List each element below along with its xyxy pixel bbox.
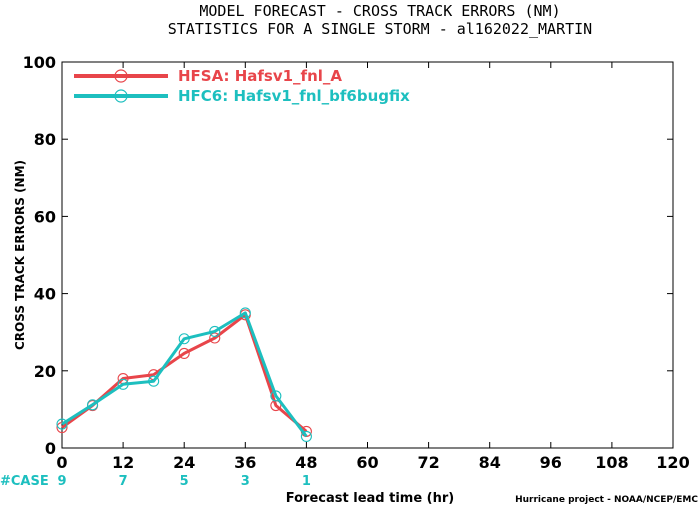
x-tick-label: 48	[295, 453, 317, 472]
case-count: 1	[302, 474, 311, 489]
x-tick-label: 120	[656, 453, 689, 472]
case-count: 7	[119, 474, 128, 489]
case-count: 3	[241, 474, 250, 489]
x-tick-label: 0	[56, 453, 67, 472]
data-point-hfc6	[270, 390, 282, 402]
data-point-hfc6	[209, 325, 221, 337]
series-layer	[56, 307, 312, 442]
case-label: #CASE	[0, 474, 49, 489]
series-line-hfc6	[61, 311, 308, 438]
y-tick-label: 0	[45, 439, 56, 458]
y-axis-label: CROSS TRACK ERRORS (NM)	[13, 160, 27, 350]
y-axis-ticks: 0 20 40 60 80 100	[23, 53, 673, 458]
data-point-hfc6	[56, 418, 68, 430]
case-count: 5	[180, 474, 189, 489]
data-point-hfsa	[178, 347, 190, 359]
data-point-hfc6	[87, 399, 99, 411]
x-tick-label: 72	[417, 453, 439, 472]
x-axis-label: Forecast lead time (hr)	[286, 491, 454, 506]
legend-label-hfc6: HFC6: Hafsv1_fnl_bf6bugfix	[178, 87, 410, 105]
y-tick-label: 40	[34, 285, 56, 304]
y-tick-label: 20	[34, 362, 56, 381]
legend-marker-hfsa	[114, 69, 128, 83]
chart-title-line1: MODEL FORECAST - CROSS TRACK ERRORS (NM)	[199, 2, 560, 20]
x-tick-label: 24	[173, 453, 195, 472]
y-tick-label: 60	[34, 207, 56, 226]
x-tick-label: 36	[234, 453, 256, 472]
data-point-hfsa	[209, 332, 221, 344]
legend: HFSA: Hafsv1_fnl_A HFC6: Hafsv1_fnl_bf6b…	[74, 67, 410, 105]
series-line-hfsa	[61, 313, 308, 433]
data-point-hfc6	[300, 430, 312, 442]
legend-label-hfsa: HFSA: Hafsv1_fnl_A	[178, 67, 342, 85]
credit-text: Hurricane project - NOAA/NCEP/EMC	[515, 495, 698, 505]
y-tick-label: 100	[23, 53, 56, 72]
x-tick-label: 96	[540, 453, 562, 472]
x-tick-label: 12	[112, 453, 134, 472]
x-tick-label: 84	[479, 453, 501, 472]
data-point-hfc6	[178, 333, 190, 345]
data-point-hfc6	[239, 307, 251, 319]
case-count: 9	[57, 474, 66, 489]
data-point-hfc6	[148, 375, 160, 387]
y-tick-label: 80	[34, 130, 56, 149]
data-point-hfc6	[117, 378, 129, 390]
legend-marker-hfc6	[114, 89, 128, 103]
x-axis-ticks: 0 12 24 36 48 60 72 84 96 108 120	[56, 62, 690, 472]
case-counts: 9 7 5 3 1	[57, 474, 310, 489]
plot-frame	[61, 61, 674, 449]
x-tick-label: 108	[595, 453, 628, 472]
chart-title-line2: STATISTICS FOR A SINGLE STORM - al162022…	[168, 20, 592, 38]
x-tick-label: 60	[356, 453, 378, 472]
